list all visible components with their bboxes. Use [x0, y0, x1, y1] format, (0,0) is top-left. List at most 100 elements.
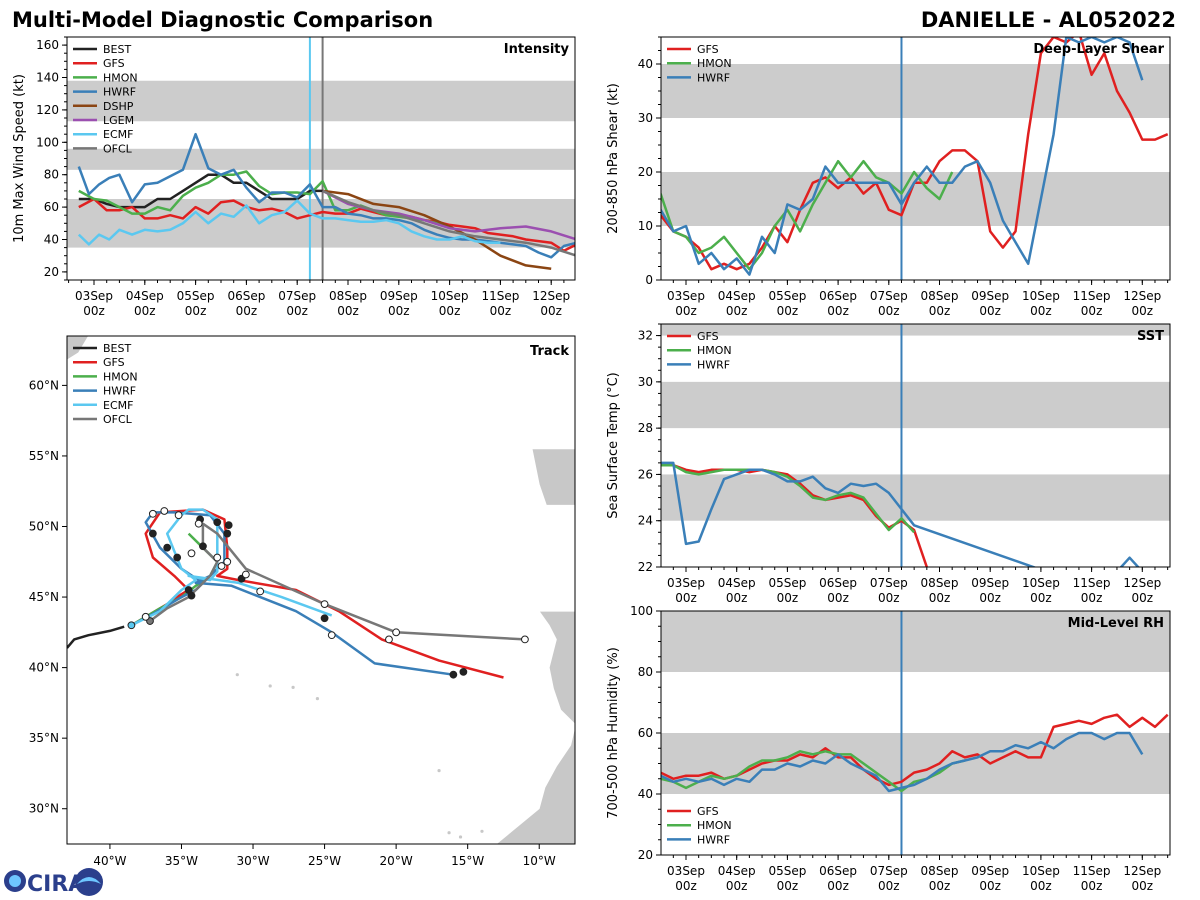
- sst-title: SST: [1137, 329, 1164, 344]
- shear-xtick-label-hour: 00z: [777, 304, 799, 318]
- sst-series-hmon: [661, 463, 916, 534]
- track-ytick-label: 60°N: [29, 378, 59, 392]
- sst-ytick-label: 28: [638, 421, 653, 435]
- island: [447, 831, 451, 835]
- sst-xtick-label-hour: 00z: [827, 591, 849, 605]
- shear-xtick-label: 09Sep: [971, 289, 1009, 303]
- shear-panel: 01020304003Sep00z04Sep00z05Sep00z06Sep00…: [606, 36, 1171, 318]
- land-mass: [531, 448, 575, 506]
- intensity-legend-label: LGEM: [103, 114, 134, 127]
- sst-xtick-label: 03Sep: [667, 576, 705, 590]
- track-position-marker: [187, 591, 196, 600]
- sst-xtick-label: 12Sep: [1123, 576, 1161, 590]
- rh-series-gfs: [661, 713, 1169, 787]
- track-xtick-label: 15°W: [451, 854, 484, 868]
- rh-panel: 2040608010003Sep00z04Sep00z05Sep00z06Sep…: [606, 604, 1171, 893]
- track-ytick-label: 50°N: [29, 520, 59, 534]
- track-legend-label: GFS: [103, 356, 125, 369]
- intensity-plot-area: [67, 37, 575, 280]
- shear-xtick-label-hour: 00z: [1081, 304, 1103, 318]
- rh-ytick-label: 80: [638, 665, 653, 679]
- track-frame: [66, 335, 576, 845]
- track-position-marker: [173, 553, 182, 562]
- intensity-xtick-label-hour: 00z: [388, 304, 410, 318]
- track-position-marker: [160, 507, 169, 515]
- sst-ytick-label: 22: [638, 560, 653, 574]
- shear-title: Deep-Layer Shear: [1033, 42, 1164, 57]
- intensity-xtick-label-hour: 00z: [490, 304, 512, 318]
- rh-xtick-label: 05Sep: [768, 864, 806, 878]
- intensity-xtick-label: 06Sep: [227, 289, 265, 303]
- sst-xtick-label-hour: 00z: [777, 591, 799, 605]
- rh-legend-label: HWRF: [697, 833, 730, 846]
- intensity-xtick-label: 12Sep: [532, 289, 570, 303]
- rh-legend-label: GFS: [697, 805, 719, 818]
- rh-xtick-label-hour: 00z: [777, 879, 799, 893]
- track-position-marker: [174, 511, 183, 520]
- sst-xtick-label: 04Sep: [718, 576, 756, 590]
- track-position-marker: [385, 635, 393, 644]
- shear-xtick-label: 04Sep: [718, 289, 756, 303]
- track-series-best: [67, 625, 125, 649]
- intensity-legend-label: HMON: [103, 71, 138, 84]
- track-position-marker: [459, 667, 468, 676]
- intensity-legend-label: BEST: [103, 43, 131, 56]
- shear-ytick-label: 20: [638, 165, 653, 179]
- sst-xtick-label-hour: 00z: [878, 591, 900, 605]
- sst-xtick-label-hour: 00z: [726, 591, 748, 605]
- intensity-band: [67, 80, 575, 122]
- track-legend-label: HMON: [103, 370, 138, 383]
- shear-legend-label: GFS: [697, 43, 719, 56]
- intensity-series-gfs: [78, 197, 575, 253]
- island: [291, 685, 295, 689]
- shear-xtick-label-hour: 00z: [675, 304, 697, 318]
- shear-xtick-label-hour: 00z: [1030, 304, 1052, 318]
- rh-plot-area: [661, 611, 1170, 855]
- track-xtick-label: 40°W: [93, 854, 126, 868]
- shear-ytick-label: 0: [645, 273, 653, 287]
- sst-xtick-label: 09Sep: [971, 576, 1009, 590]
- track-xtick-label: 30°W: [236, 854, 269, 868]
- shear-xtick-label-hour: 00z: [827, 304, 849, 318]
- shear-xtick-label: 06Sep: [819, 289, 857, 303]
- track-position-marker: [320, 600, 329, 609]
- rh-xtick-label-hour: 00z: [827, 879, 849, 893]
- intensity-xtick-label-hour: 00z: [83, 304, 105, 318]
- rh-xtick-label-hour: 00z: [1132, 879, 1154, 893]
- track-ytick-label: 55°N: [29, 449, 59, 463]
- intensity-series-ofcl: [322, 189, 575, 257]
- intensity-ytick-label: 160: [36, 38, 59, 52]
- shear-ytick-label: 40: [638, 57, 653, 71]
- rh-xtick-label-hour: 00z: [878, 879, 900, 893]
- sst-ytick-label: 24: [638, 514, 653, 528]
- shear-xtick-label: 08Sep: [921, 289, 959, 303]
- intensity-series-ecmf: [77, 199, 501, 246]
- intensity-xtick-label-hour: 00z: [439, 304, 461, 318]
- rh-xtick-label-hour: 00z: [1030, 879, 1052, 893]
- intensity-xtick-label: 11Sep: [481, 289, 519, 303]
- intensity-ytick-label: 100: [36, 135, 59, 149]
- intensity-xtick-label-hour: 00z: [236, 304, 258, 318]
- shear-xtick-label: 12Sep: [1123, 289, 1161, 303]
- track-title: Track: [530, 344, 569, 359]
- rh-series-hwrf: [661, 731, 1144, 793]
- intensity-xtick-label: 09Sep: [380, 289, 418, 303]
- island: [480, 829, 484, 833]
- sst-xtick-label-hour: 00z: [979, 591, 1001, 605]
- sst-legend-label: HWRF: [697, 358, 730, 371]
- sst-xtick-label-hour: 00z: [1030, 591, 1052, 605]
- shear-xtick-label-hour: 00z: [878, 304, 900, 318]
- sst-ytick-label: 26: [638, 467, 653, 481]
- shear-series-hmon: [661, 159, 954, 271]
- shear-xtick-label: 11Sep: [1073, 289, 1111, 303]
- rh-legend-label: HMON: [697, 819, 732, 832]
- rh-ylabel: 700-500 hPa Humidity (%): [606, 647, 621, 819]
- track-position-marker: [163, 543, 172, 552]
- intensity-legend-label: GFS: [103, 57, 125, 70]
- track-position-marker: [320, 614, 329, 623]
- island: [235, 673, 239, 677]
- intensity-series-dshp: [322, 189, 552, 270]
- intensity-xtick-label-hour: 00z: [286, 304, 308, 318]
- sst-frame: [660, 323, 1171, 568]
- track-legend-label: OFCL: [103, 413, 133, 426]
